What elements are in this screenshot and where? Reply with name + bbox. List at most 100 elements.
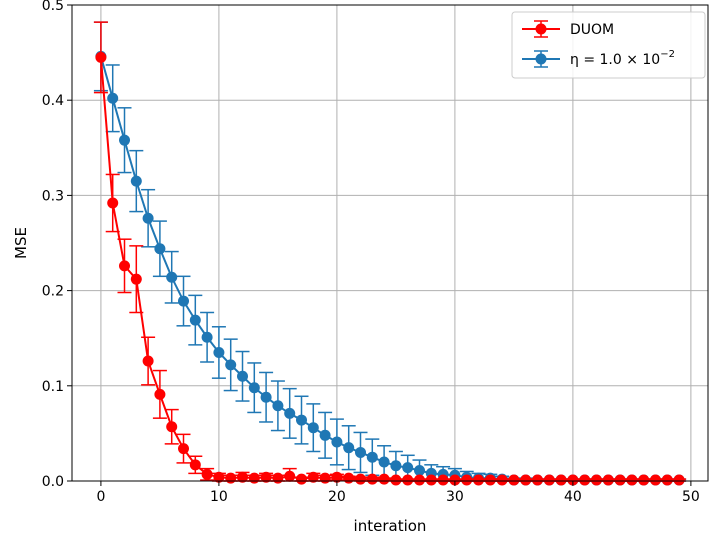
- data-point: [638, 474, 650, 486]
- data-point: [520, 474, 532, 486]
- data-point: [331, 471, 343, 483]
- data-point: [201, 331, 213, 343]
- data-point: [449, 474, 461, 486]
- data-point: [307, 422, 319, 434]
- x-tick-label: 30: [446, 489, 464, 505]
- data-point: [331, 436, 343, 448]
- data-point: [579, 474, 591, 486]
- y-tick-label: 0.3: [42, 188, 64, 204]
- data-point: [626, 474, 638, 486]
- data-point: [248, 472, 260, 484]
- data-point: [472, 474, 484, 486]
- y-tick-label: 0.0: [42, 474, 64, 490]
- data-point: [555, 474, 567, 486]
- legend-label-eta-base: η = 1.0 × 10: [570, 52, 660, 68]
- legend-label-eta-exponent: −2: [660, 49, 675, 60]
- data-point: [307, 471, 319, 483]
- data-point: [319, 429, 331, 441]
- x-tick-label: 50: [682, 489, 700, 505]
- data-point: [260, 391, 272, 403]
- data-point: [661, 474, 673, 486]
- data-point: [508, 474, 520, 486]
- y-tick-label: 0.5: [42, 0, 64, 14]
- data-point: [543, 474, 555, 486]
- data-point: [496, 474, 508, 486]
- data-point: [355, 446, 367, 458]
- data-point: [378, 456, 390, 468]
- data-point: [614, 474, 626, 486]
- data-point: [284, 407, 296, 419]
- data-point: [130, 175, 142, 187]
- data-point: [213, 471, 225, 483]
- data-point: [366, 451, 378, 463]
- data-point: [142, 355, 154, 367]
- data-point: [366, 473, 378, 485]
- data-point: [390, 474, 402, 486]
- data-point: [531, 474, 543, 486]
- legend-marker: [535, 23, 547, 35]
- x-tick-label: 10: [210, 489, 228, 505]
- data-point: [673, 474, 685, 486]
- data-point: [237, 471, 249, 483]
- ticks: 0 10 20 30 40 50 0.0 0.1 0.2 0.3 0.4 0.5: [42, 0, 700, 505]
- data-point: [189, 459, 201, 471]
- legend-entry-eta: [522, 50, 560, 68]
- data-point: [119, 260, 131, 272]
- data-point: [178, 443, 190, 455]
- x-tick-label: 0: [96, 489, 105, 505]
- x-axis-label: interation: [354, 517, 427, 535]
- data-point: [355, 473, 367, 485]
- data-point: [461, 474, 473, 486]
- data-point: [248, 382, 260, 394]
- data-point: [343, 442, 355, 454]
- x-tick-label: 20: [328, 489, 346, 505]
- data-point: [402, 474, 414, 486]
- data-point: [95, 51, 107, 63]
- data-point: [413, 465, 425, 477]
- data-point: [437, 474, 449, 486]
- data-point: [154, 388, 166, 400]
- y-tick-label: 0.4: [42, 93, 64, 109]
- data-point: [225, 359, 237, 371]
- y-tick-label: 0.2: [42, 284, 64, 300]
- data-point: [296, 473, 308, 485]
- data-point: [225, 472, 237, 484]
- data-point: [142, 212, 154, 224]
- data-point: [272, 472, 284, 484]
- data-point: [590, 474, 602, 486]
- data-point: [130, 273, 142, 285]
- data-point: [189, 314, 201, 326]
- data-point: [402, 462, 414, 474]
- data-point: [166, 421, 178, 433]
- data-point: [166, 271, 178, 283]
- data-point: [390, 460, 402, 472]
- data-point: [425, 474, 437, 486]
- plot-frame: [71, 4, 709, 482]
- y-axis-label: MSE: [12, 227, 30, 259]
- legend-box: [511, 11, 706, 79]
- data-point: [413, 474, 425, 486]
- data-point: [649, 474, 661, 486]
- legend: DUOM η = 1.0 × 10−2: [511, 11, 706, 79]
- x-tick-label: 40: [564, 489, 582, 505]
- data-point: [484, 474, 496, 486]
- data-point: [567, 474, 579, 486]
- data-point: [260, 471, 272, 483]
- data-point: [602, 474, 614, 486]
- legend-entry-duom: [522, 20, 560, 38]
- data-point: [319, 472, 331, 484]
- data-point: [178, 295, 190, 307]
- data-point: [272, 400, 284, 412]
- data-point: [378, 473, 390, 485]
- legend-label-duom: DUOM: [570, 22, 614, 38]
- legend-label-eta: η = 1.0 × 10−2: [570, 49, 675, 68]
- data-point: [154, 243, 166, 255]
- y-tick-label: 0.1: [42, 379, 64, 395]
- data-point: [213, 346, 225, 358]
- data-point: [107, 197, 119, 209]
- data-point: [119, 134, 131, 146]
- data-point: [201, 468, 213, 480]
- data-point: [237, 370, 249, 382]
